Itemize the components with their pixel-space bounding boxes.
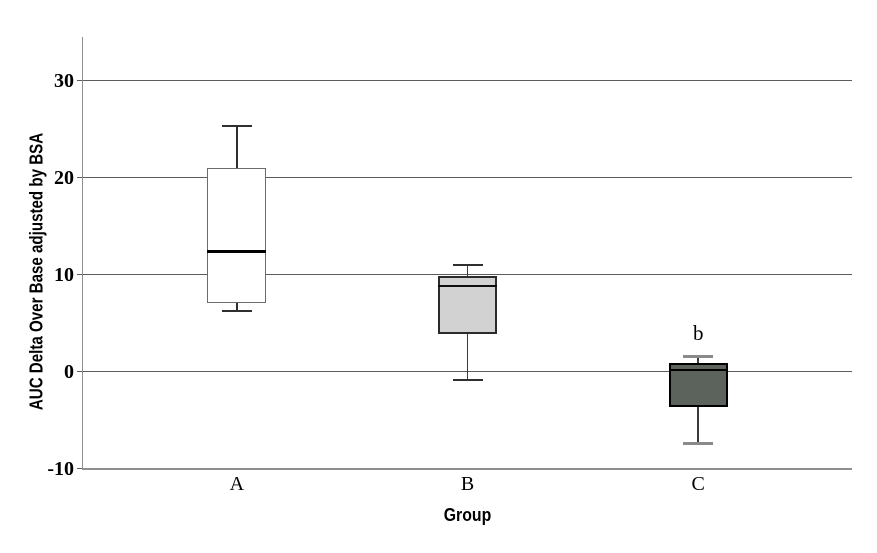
whisker-cap-high-B (452, 263, 483, 266)
whisker-cap-high-A (221, 125, 252, 128)
y-tick-label-30: 30 (54, 69, 74, 92)
y-tick-label-0: 0 (64, 360, 74, 383)
y-tick-mark-0 (77, 371, 83, 373)
gridline-30 (83, 80, 852, 82)
y-tick-mark-30 (77, 80, 83, 82)
x-category-label-A: A (229, 473, 245, 495)
y-tick-label-10: 10 (54, 263, 74, 286)
median-line-C (668, 368, 728, 371)
y-axis-line (81, 37, 83, 469)
x-axis-line (81, 467, 852, 470)
median-line-A (207, 249, 267, 253)
gridline-20 (83, 177, 852, 179)
box-A (207, 167, 267, 303)
x-axis-title: Group (443, 505, 492, 525)
y-tick-label-20: 20 (54, 166, 74, 189)
whisker-cap-low-C (683, 441, 714, 445)
significance-label-b: b (692, 320, 704, 345)
whisker-cap-high-C (683, 355, 714, 359)
box-C (668, 362, 728, 408)
x-category-label-C: C (691, 473, 705, 495)
x-category-label-B: B (460, 473, 475, 495)
whisker-cap-low-A (221, 310, 252, 313)
whisker-cap-low-B (452, 379, 483, 382)
y-tick-mark--10 (77, 468, 83, 469)
y-tick-mark-20 (77, 177, 83, 179)
y-tick-mark-10 (77, 274, 83, 276)
y-tick-label--10: -10 (47, 457, 74, 480)
median-line-B (438, 285, 497, 288)
